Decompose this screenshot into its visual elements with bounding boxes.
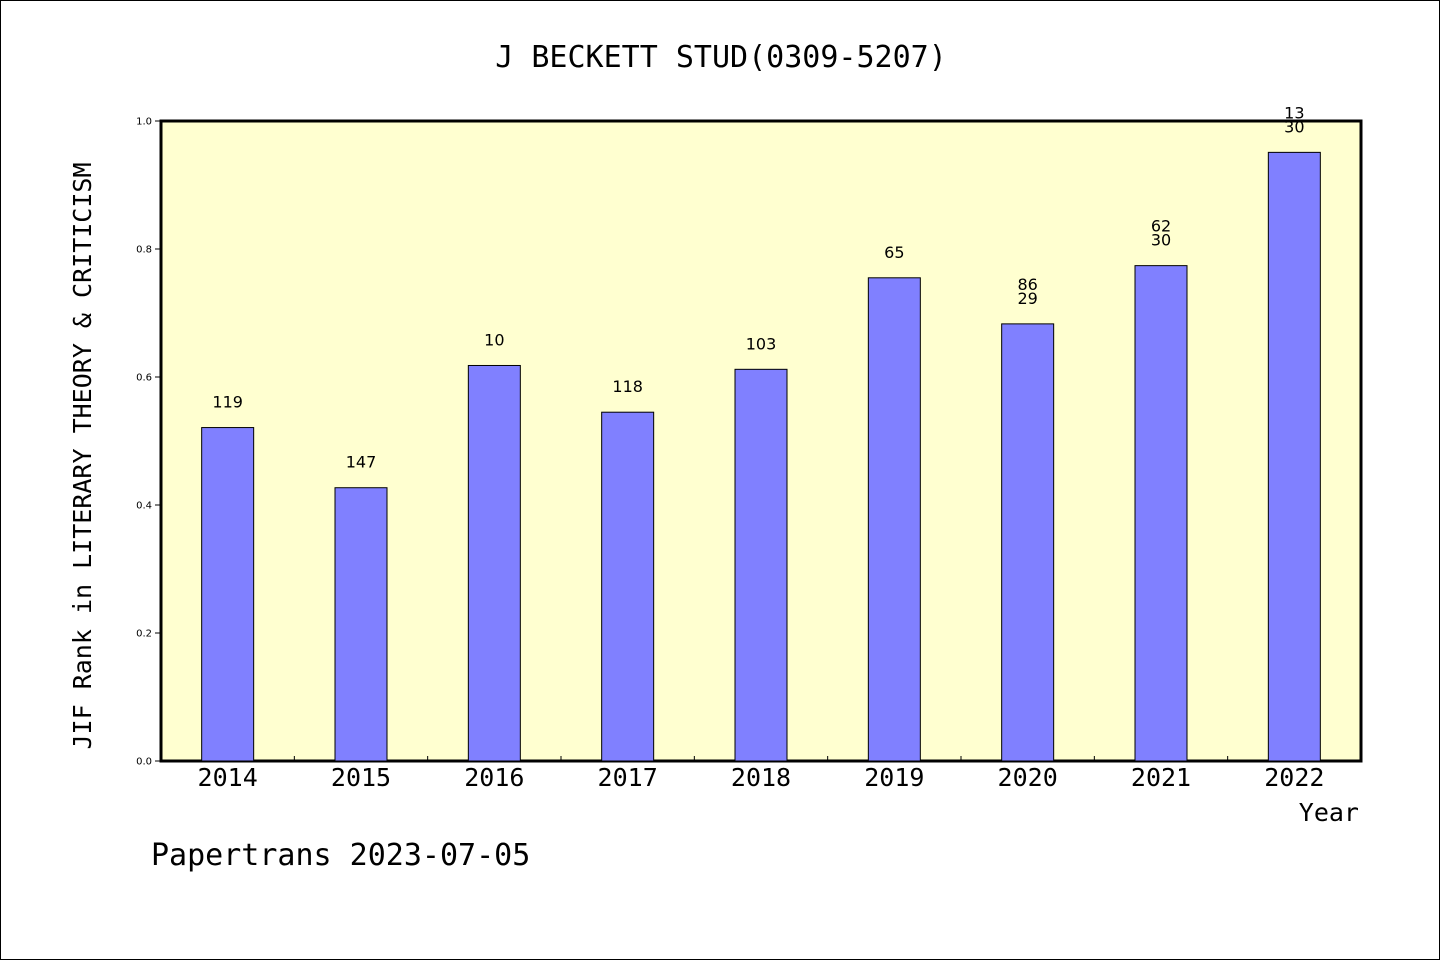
bar-2016 <box>467 364 521 762</box>
x-tick-label: 2014 <box>198 763 258 792</box>
bar-2017 <box>601 411 655 762</box>
bar-2020 <box>1001 323 1055 762</box>
data-label: 62 <box>1151 217 1171 236</box>
x-tick-label: 2015 <box>331 763 391 792</box>
y-tick-label: 0.2 <box>136 629 152 640</box>
bar-2019 <box>867 277 921 762</box>
bar-2014 <box>201 427 255 762</box>
bar-2015 <box>334 487 388 762</box>
x-tick-label: 2018 <box>731 763 791 792</box>
y-tick-label: 0.8 <box>136 245 152 256</box>
bar-2018 <box>734 368 788 762</box>
data-label: 119 <box>212 393 243 412</box>
y-tick-label: 0.6 <box>136 373 152 384</box>
x-tick-label: 2017 <box>598 763 658 792</box>
data-label: 147 <box>346 453 377 472</box>
bar-2021 <box>1134 265 1188 762</box>
footer-text: Papertrans 2023-07-05 <box>151 838 530 873</box>
data-label: 65 <box>884 243 904 262</box>
bar-2022 <box>1267 151 1321 762</box>
y-tick-label: 0.4 <box>136 501 152 512</box>
chart-title: J BECKETT STUD(0309-5207) <box>495 40 947 75</box>
ticks-group: 2014 2015 2016 2017 2018 2019 2020 2021 2022 0.0 0… <box>136 117 1324 793</box>
x-tick-label: 2022 <box>1264 763 1324 792</box>
y-tick-label: 1.0 <box>136 117 152 128</box>
y-tick-label: 0.0 <box>136 757 152 768</box>
data-label: 30 <box>1151 231 1171 250</box>
data-label: 86 <box>1017 275 1037 294</box>
data-label: 103 <box>746 334 777 353</box>
y-axis-label: JIF Rank in LITERARY THEORY & CRITICISM <box>68 163 97 750</box>
data-label: 13 <box>1284 103 1304 122</box>
data-label: 118 <box>612 377 643 396</box>
data-label: 29 <box>1017 289 1037 308</box>
data-label: 10 <box>484 330 504 349</box>
x-tick-label: 2020 <box>998 763 1058 792</box>
x-axis-label: Year <box>1299 798 1359 827</box>
x-tick-label: 2021 <box>1131 763 1191 792</box>
x-tick-label: 2019 <box>864 763 924 792</box>
x-tick-label: 2016 <box>464 763 524 792</box>
data-label: 30 <box>1284 117 1304 136</box>
